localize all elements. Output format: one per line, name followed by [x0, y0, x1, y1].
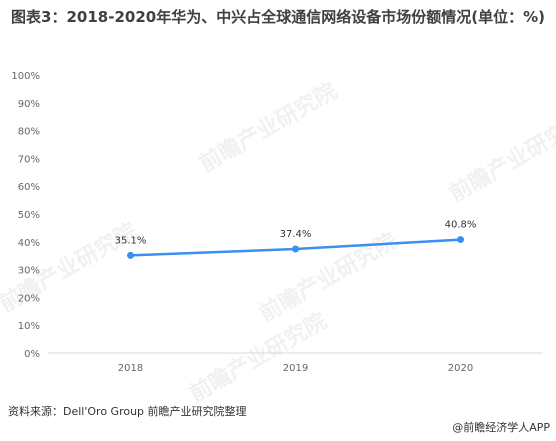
y-tick-label: 50%	[18, 210, 40, 221]
y-tick-label: 100%	[11, 71, 40, 82]
x-tick-label: 2018	[118, 363, 143, 374]
y-tick-label: 80%	[18, 127, 40, 138]
y-tick-label: 90%	[18, 99, 40, 110]
y-tick-label: 40%	[18, 238, 40, 249]
y-tick-label: 30%	[18, 266, 40, 277]
x-tick-label: 2019	[283, 363, 308, 374]
data-label: 40.8%	[445, 220, 477, 231]
data-point	[292, 245, 299, 253]
brand-label: @前瞻经济学人APP	[452, 421, 550, 434]
x-tick-label: 2020	[448, 363, 473, 374]
data-label: 37.4%	[280, 229, 312, 240]
y-tick-label: 0%	[24, 349, 40, 360]
y-tick-label: 70%	[18, 154, 40, 165]
source-note: 资料来源：Dell'Oro Group 前瞻产业研究院整理	[8, 405, 247, 418]
y-tick-label: 10%	[18, 321, 40, 332]
y-tick-label: 60%	[18, 182, 40, 193]
data-label: 35.1%	[115, 235, 147, 246]
data-point	[457, 236, 464, 244]
chart-title: 图表3：2018-2020年华为、中兴占全球通信网络设备市场份额情况(单位：%)	[11, 8, 545, 26]
y-tick-label: 20%	[18, 293, 40, 304]
data-point	[127, 251, 134, 259]
